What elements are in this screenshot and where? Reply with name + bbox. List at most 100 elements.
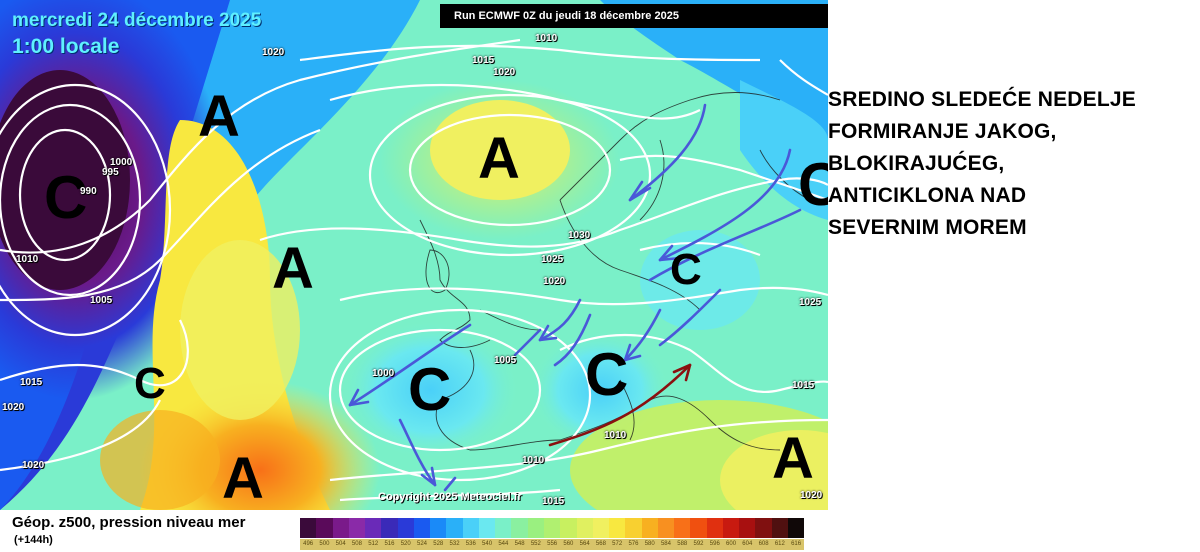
scale-swatch: [787, 518, 805, 538]
scale-value: 580: [644, 541, 655, 547]
scale-swatch: [413, 518, 431, 538]
high-pressure-label: A: [222, 446, 264, 510]
scale-swatch: [430, 518, 447, 538]
scale-swatch: [706, 518, 723, 538]
isobar-label: 1005: [90, 295, 113, 306]
scale-value: 572: [612, 541, 623, 547]
scale-value: 556: [547, 541, 558, 547]
annotation-line: ANTICIKLONA NAD: [828, 184, 1027, 207]
scale-value: 588: [677, 541, 688, 547]
annotation-line: BLOKIRAJUĆEG,: [828, 152, 1005, 175]
scale-swatch: [674, 518, 691, 538]
scale-swatch: [316, 518, 333, 538]
scale-swatch: [560, 518, 577, 538]
scale-value: 612: [774, 541, 785, 547]
scale-value: 516: [384, 541, 395, 547]
scale-value: 504: [335, 541, 346, 547]
scale-swatch: [641, 518, 658, 538]
isobar-label: 1015: [792, 380, 815, 391]
scale-value: 604: [742, 541, 753, 547]
legend-title: Géop. z500, pression niveau mer: [12, 514, 246, 531]
isobar-label: 1025: [541, 254, 564, 265]
scale-value: 560: [563, 541, 574, 547]
low-pressure-label: C: [408, 356, 452, 423]
scale-swatch: [771, 518, 788, 538]
scale-swatch: [625, 518, 642, 538]
forecast-annotation: SREDINO SLEDEĆE NEDELJE FORMIRANJE JAKOG…: [828, 84, 1198, 244]
scale-value: 500: [319, 541, 330, 547]
scale-value: 616: [791, 541, 802, 547]
scale-swatch: [755, 518, 772, 538]
scale-swatch: [300, 518, 317, 538]
scale-value: 584: [660, 541, 671, 547]
flow-arrows: [348, 103, 802, 492]
color-scale: [300, 518, 805, 538]
annotation-line: FORMIRANJE JAKOG,: [828, 120, 1057, 143]
scale-swatch: [576, 518, 593, 538]
scale-value: 540: [482, 541, 493, 547]
low-pressure-label: C: [798, 151, 828, 218]
isobar-label: 1025: [799, 297, 822, 308]
scale-swatch: [609, 518, 626, 538]
geopotential-field: [0, 0, 828, 510]
scale-swatch: [446, 518, 463, 538]
weather-map: mercredi 24 décembre 2025 1:00 locale Ru…: [0, 0, 828, 510]
scale-value: 524: [416, 541, 427, 547]
scale-swatch: [381, 518, 398, 538]
low-pressure-label: C: [44, 164, 88, 231]
scale-value: 596: [709, 541, 720, 547]
isobar-label: 1005: [494, 355, 517, 366]
low-pressure-label: C: [134, 359, 166, 408]
scale-value: 496: [303, 541, 314, 547]
scale-value: 600: [726, 541, 737, 547]
isobar-label: 1015: [20, 377, 43, 388]
isobar-label: 1030: [568, 230, 591, 241]
isobar-label: 1000: [372, 368, 395, 379]
scale-value: 532: [449, 541, 460, 547]
warm-advection-arrow: [548, 363, 692, 447]
forecast-date: mercredi 24 décembre 2025: [12, 10, 262, 31]
scale-value: 528: [433, 541, 444, 547]
scale-value: 576: [628, 541, 639, 547]
isobar-label: 1015: [542, 496, 565, 507]
scale-value: 536: [465, 541, 476, 547]
scale-swatch: [657, 518, 675, 538]
isobar-label: 990: [80, 186, 97, 197]
scale-value: 508: [351, 541, 362, 547]
isobar-label: 1010: [522, 455, 545, 466]
isobar-label: 1010: [535, 33, 558, 44]
isobar-label: 1020: [543, 276, 566, 287]
annotation-line: SREDINO SLEDEĆE NEDELJE: [828, 88, 1136, 111]
isobar-label: 1010: [604, 430, 627, 441]
forecast-time: 1:00 locale: [12, 35, 120, 58]
scale-value: 512: [368, 541, 379, 547]
scale-value: 608: [758, 541, 769, 547]
scale-swatch: [332, 518, 349, 538]
scale-value: 568: [595, 541, 606, 547]
run-banner: Run ECMWF 0Z du jeudi 18 décembre 2025: [440, 4, 828, 28]
high-pressure-label: A: [478, 126, 520, 191]
legend-subtitle: (+144h): [14, 534, 53, 546]
scale-swatch: [543, 518, 561, 538]
isobar-label: 1020: [262, 47, 285, 58]
high-pressure-label: A: [198, 84, 240, 149]
scale-value: 552: [530, 541, 541, 547]
scale-value: 520: [400, 541, 411, 547]
isobar-label: 995: [102, 167, 119, 178]
scale-swatch: [690, 518, 707, 538]
isobar-label: 1000: [110, 157, 133, 168]
scale-value: 564: [579, 541, 590, 547]
isobar-label: 1020: [800, 490, 823, 501]
high-pressure-label: A: [272, 236, 314, 301]
isobar-label: 1015: [472, 55, 495, 66]
low-pressure-label: C: [670, 245, 702, 294]
coastlines: [419, 92, 811, 451]
scale-value: 544: [498, 541, 509, 547]
annotation-line: SEVERNIM MOREM: [828, 216, 1027, 239]
isobar-label: 1020: [22, 460, 45, 471]
color-scale-values: 496 500 504 508 512 516 520 524 528 532 536 540 544 5…: [300, 539, 804, 550]
scale-swatch: [348, 518, 366, 538]
scale-swatch: [495, 518, 512, 538]
isobar-label: 1020: [2, 402, 25, 413]
low-pressure-label: C: [585, 341, 629, 408]
